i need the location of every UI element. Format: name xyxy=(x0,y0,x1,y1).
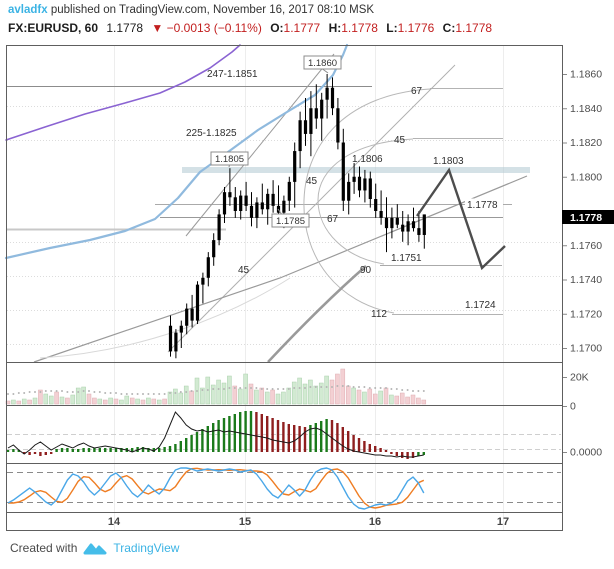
svg-text:1.1820: 1.1820 xyxy=(570,137,602,149)
svg-text:1.1778: 1.1778 xyxy=(467,200,498,211)
high-label: H: xyxy=(328,21,342,35)
volume-pane xyxy=(5,368,427,405)
svg-text:14: 14 xyxy=(108,516,121,528)
price-scale[interactable]: 1.1860 1.1840 1.1820 1.1800 1.1760 1.1740 1.17… xyxy=(562,69,614,459)
svg-text:0.0000: 0.0000 xyxy=(570,447,602,459)
close-label: C: xyxy=(442,21,456,35)
open-label: O: xyxy=(270,21,284,35)
high-value: 1.1778 xyxy=(341,21,378,35)
svg-text:1.1800: 1.1800 xyxy=(570,171,602,183)
candles-layer xyxy=(168,74,426,359)
gridlines xyxy=(7,45,561,530)
svg-text:1.1778: 1.1778 xyxy=(570,212,602,224)
publish-info: avladfx published on TradingView.com, No… xyxy=(8,4,374,16)
svg-text:1.1700: 1.1700 xyxy=(570,343,602,355)
svg-text:67: 67 xyxy=(327,214,339,225)
price-band xyxy=(182,167,530,173)
svg-text:67: 67 xyxy=(411,86,423,97)
price-callouts: 1.1860 1.1805 1.1785 xyxy=(210,55,342,228)
close-value: 1.1778 xyxy=(455,21,493,35)
svg-text:20K: 20K xyxy=(570,372,589,384)
svg-text:1.1860: 1.1860 xyxy=(570,69,602,81)
svg-text:45: 45 xyxy=(306,176,318,187)
svg-text:0: 0 xyxy=(570,401,576,413)
time-scale[interactable]: 14 15 16 17 xyxy=(108,516,509,528)
forecast xyxy=(416,167,506,271)
created-with-label: Created with xyxy=(10,541,78,555)
symbol-label: FX:EURUSD, 60 xyxy=(8,21,99,35)
tradingview-logo-icon xyxy=(83,543,107,555)
svg-text:1.1785: 1.1785 xyxy=(276,216,305,227)
level-lines xyxy=(6,86,512,315)
forecast-zigzag xyxy=(416,167,506,271)
gann-fan-lines xyxy=(33,53,528,363)
svg-text:112: 112 xyxy=(371,309,387,320)
author-link[interactable]: avladfx xyxy=(8,4,48,16)
publish-text: published on TradingView.com, November 1… xyxy=(47,4,375,16)
svg-text:1.1751: 1.1751 xyxy=(391,253,422,264)
svg-text:225-1.1825: 225-1.1825 xyxy=(186,128,237,139)
svg-text:90: 90 xyxy=(360,265,372,276)
price-change: −0.0013 (−0.11%) xyxy=(166,21,262,35)
svg-text:1.1803: 1.1803 xyxy=(433,156,464,167)
last-price: 1.1778 xyxy=(106,21,144,35)
direction-down-icon: ▼ xyxy=(151,21,164,35)
svg-text:16: 16 xyxy=(369,516,381,528)
svg-text:1.1720: 1.1720 xyxy=(570,308,602,320)
symbol-status-line: FX:EURUSD, 60 1.1778 ▼ −0.0013 (−0.11%) … xyxy=(8,21,492,35)
low-label: L: xyxy=(386,21,398,35)
svg-text:45: 45 xyxy=(238,265,250,276)
footer-attribution: Created with TradingView xyxy=(10,540,179,556)
annotation-texts: 247-1.1851 225-1.1825 1.1806 1.1803 1.1778 1.… xyxy=(186,69,503,320)
svg-text:15: 15 xyxy=(239,516,251,528)
stoch-pane xyxy=(7,467,561,510)
svg-text:1.1860: 1.1860 xyxy=(308,58,337,69)
tradingview-link[interactable]: TradingView xyxy=(113,541,180,555)
macd-pane xyxy=(6,411,561,459)
last-price-badge xyxy=(562,210,614,224)
svg-text:1.1760: 1.1760 xyxy=(570,240,602,252)
svg-text:1.1805: 1.1805 xyxy=(215,154,244,165)
svg-text:1.1724: 1.1724 xyxy=(465,300,496,311)
svg-text:247-1.1851: 247-1.1851 xyxy=(207,69,258,80)
svg-text:1.1840: 1.1840 xyxy=(570,103,602,115)
open-value: 1.1777 xyxy=(283,21,321,35)
svg-text:17: 17 xyxy=(497,516,509,528)
svg-text:1.1740: 1.1740 xyxy=(570,274,602,286)
low-value: 1.1776 xyxy=(397,21,435,35)
svg-text:45: 45 xyxy=(394,135,406,146)
pane-borders xyxy=(6,45,563,531)
svg-text:1.1806: 1.1806 xyxy=(352,154,383,165)
price-band-1180 xyxy=(182,167,530,173)
